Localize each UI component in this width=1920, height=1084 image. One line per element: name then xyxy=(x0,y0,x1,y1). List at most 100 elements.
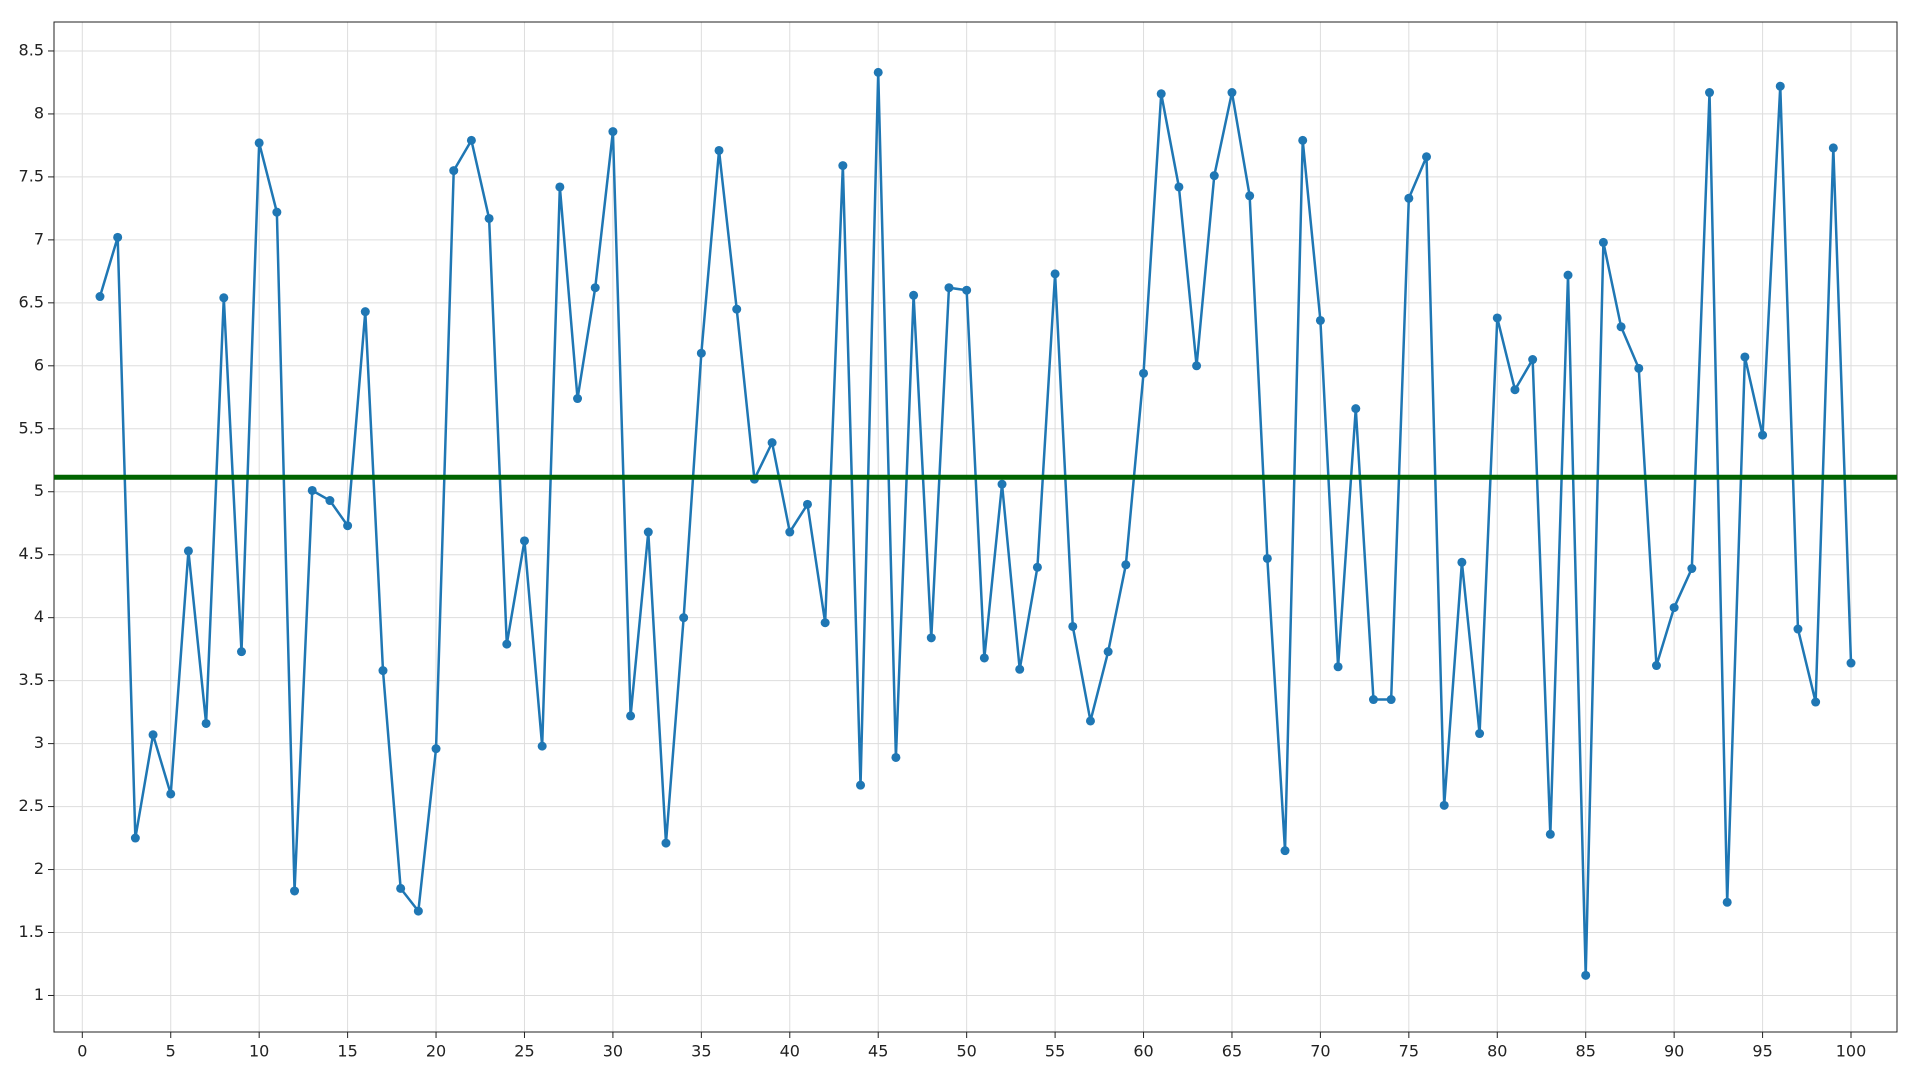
point xyxy=(502,639,512,649)
y-tick-label: 4 xyxy=(34,607,44,626)
x-tick-label: 60 xyxy=(1133,1042,1153,1061)
point xyxy=(1563,270,1573,280)
point xyxy=(484,213,494,223)
point xyxy=(183,546,193,556)
x-tick-label: 90 xyxy=(1664,1042,1684,1061)
point xyxy=(1581,970,1591,980)
point xyxy=(219,293,229,303)
point xyxy=(997,479,1007,489)
x-tick-label: 95 xyxy=(1752,1042,1772,1061)
point xyxy=(343,521,353,531)
point xyxy=(962,285,972,295)
point xyxy=(1492,313,1502,323)
y-tick-label: 3 xyxy=(34,733,44,752)
y-tick-label: 3.5 xyxy=(19,670,44,689)
point xyxy=(1315,315,1325,325)
point xyxy=(431,744,441,754)
x-tick-label: 20 xyxy=(426,1042,446,1061)
point xyxy=(1404,193,1414,203)
point xyxy=(1811,697,1821,707)
point xyxy=(1740,352,1750,362)
plot-frame xyxy=(53,21,1898,1033)
point xyxy=(785,527,795,537)
point xyxy=(1510,385,1520,395)
y-tick-label: 7 xyxy=(34,229,44,248)
x-tick-label: 50 xyxy=(956,1042,976,1061)
y-tick-label: 7.5 xyxy=(19,166,44,185)
point xyxy=(1280,846,1290,856)
point xyxy=(891,752,901,762)
point xyxy=(148,730,158,740)
point xyxy=(1192,361,1202,371)
point xyxy=(254,138,264,148)
point xyxy=(1156,89,1166,99)
x-tick-label: 85 xyxy=(1576,1042,1596,1061)
point xyxy=(1333,662,1343,672)
x-tick-label: 40 xyxy=(780,1042,800,1061)
point xyxy=(1422,152,1432,162)
y-tick-label: 2 xyxy=(34,859,44,878)
point xyxy=(1103,647,1113,657)
point xyxy=(1139,368,1149,378)
point xyxy=(696,348,706,358)
point xyxy=(1032,562,1042,572)
x-tick-label: 80 xyxy=(1487,1042,1507,1061)
point xyxy=(466,135,476,145)
point xyxy=(1634,363,1644,373)
point xyxy=(1687,564,1697,574)
point xyxy=(1528,355,1538,365)
point xyxy=(643,527,653,537)
point xyxy=(236,647,246,657)
y-tick-label: 4.5 xyxy=(19,544,44,563)
point xyxy=(661,838,671,848)
point xyxy=(820,618,830,628)
x-tick-label: 15 xyxy=(337,1042,357,1061)
point xyxy=(1651,661,1661,671)
point xyxy=(307,485,317,495)
point xyxy=(626,711,636,721)
y-tick-label: 6 xyxy=(34,355,44,374)
x-tick-label: 75 xyxy=(1399,1042,1419,1061)
point xyxy=(714,145,724,155)
x-tick-label: 0 xyxy=(77,1042,87,1061)
point xyxy=(838,161,848,171)
point xyxy=(979,653,989,663)
y-tick-label: 2.5 xyxy=(19,796,44,815)
line xyxy=(98,72,1853,976)
point xyxy=(1351,404,1361,414)
x-tick-label: 55 xyxy=(1045,1042,1065,1061)
x-tick-label: 5 xyxy=(166,1042,176,1061)
y-tick-label: 8 xyxy=(34,103,44,122)
point xyxy=(590,283,600,293)
point xyxy=(1439,800,1449,810)
point xyxy=(378,666,388,676)
x-tick-label: 10 xyxy=(249,1042,269,1061)
x-tick-label: 35 xyxy=(691,1042,711,1061)
y-tick-label: 5 xyxy=(34,481,44,500)
point xyxy=(537,741,547,751)
point xyxy=(1121,560,1131,570)
point xyxy=(1775,81,1785,91)
point xyxy=(1616,322,1626,332)
point xyxy=(926,633,936,643)
point xyxy=(767,438,777,448)
point xyxy=(732,304,742,314)
point xyxy=(1828,143,1838,153)
point xyxy=(909,290,919,300)
point xyxy=(290,886,300,896)
point xyxy=(413,906,423,916)
point xyxy=(1475,729,1485,739)
y-tick-label: 1.5 xyxy=(19,922,44,941)
point xyxy=(201,718,211,728)
point xyxy=(573,394,583,404)
point xyxy=(113,232,123,242)
x-tick-label: 70 xyxy=(1310,1042,1330,1061)
point xyxy=(1085,716,1095,726)
point xyxy=(1722,897,1732,907)
point xyxy=(272,207,282,217)
point xyxy=(679,613,689,623)
point xyxy=(944,283,954,293)
x-tick-label: 65 xyxy=(1222,1042,1242,1061)
